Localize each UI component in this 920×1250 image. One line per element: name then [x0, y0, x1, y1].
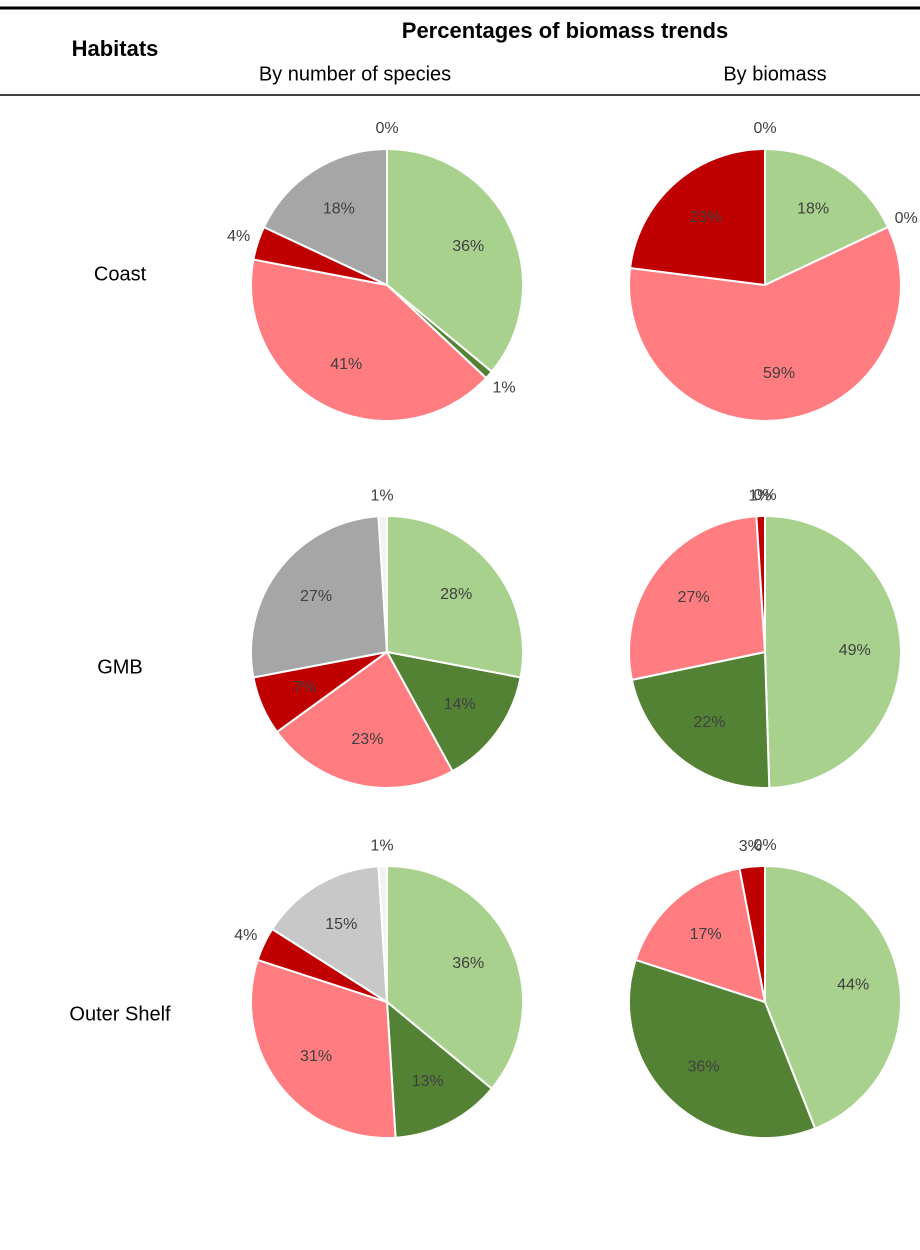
pie-slice [377, 864, 388, 1003]
data-label: 31% [300, 1048, 332, 1065]
data-label: 49% [839, 642, 871, 659]
pie-slice [764, 147, 890, 287]
data-label: 1% [492, 379, 515, 396]
data-label: 36% [452, 955, 484, 972]
pie-slice [764, 514, 902, 789]
data-label: 27% [678, 589, 710, 606]
pie-slice [386, 147, 524, 374]
pie-slice [250, 258, 488, 422]
row-label: Outer Shelf [69, 1003, 171, 1025]
data-label: 0% [375, 120, 398, 137]
data-label: 28% [440, 586, 472, 603]
data-label: 17% [690, 926, 722, 943]
data-label: 1% [748, 487, 771, 504]
pie-slice [250, 515, 389, 679]
pie-slice [386, 514, 524, 679]
table-title: Percentages of biomass trends [402, 18, 728, 43]
pie-slice [270, 865, 389, 1004]
data-label: 36% [452, 238, 484, 255]
data-label: 22% [693, 714, 725, 731]
pie-slice [385, 650, 522, 773]
data-label: 4% [234, 927, 257, 944]
pie-slice [386, 864, 524, 1091]
row-label: GMB [97, 656, 143, 678]
pie-slice [764, 864, 902, 1130]
pie-slice [275, 650, 454, 789]
pie-slice [250, 958, 397, 1139]
data-label: 18% [323, 200, 355, 217]
column-header: By biomass [723, 63, 826, 85]
row-label: Coast [94, 263, 147, 285]
pie-slice [628, 515, 767, 682]
pie-slice [628, 147, 766, 287]
pie-slice [634, 867, 767, 1004]
data-label: 23% [351, 731, 383, 748]
data-label: 27% [300, 588, 332, 605]
data-label: 4% [227, 228, 250, 245]
row-header: Habitats [72, 36, 159, 61]
data-label: 14% [444, 696, 476, 713]
pie-slice [628, 958, 817, 1139]
pie-slice [262, 147, 388, 287]
data-label: 0% [753, 487, 776, 504]
data-label: 59% [763, 365, 795, 382]
data-label: 1% [371, 837, 394, 854]
data-label: 44% [837, 976, 869, 993]
pie-slice [385, 999, 494, 1139]
data-label: 41% [330, 356, 362, 373]
column-header: By number of species [259, 63, 451, 85]
data-label: 36% [688, 1059, 720, 1076]
data-label: 18% [797, 200, 829, 217]
data-label: 0% [753, 837, 776, 854]
data-label: 1% [371, 487, 394, 504]
pie-slice [630, 650, 771, 789]
data-label: 3% [739, 838, 762, 855]
data-label: 23% [690, 209, 722, 226]
data-label: 15% [325, 916, 357, 933]
data-label: 7% [293, 679, 316, 696]
data-label: 13% [412, 1073, 444, 1090]
data-label: 0% [895, 210, 918, 227]
pie-slice [628, 225, 902, 422]
pie-slice [377, 514, 388, 653]
data-label: 0% [753, 120, 776, 137]
